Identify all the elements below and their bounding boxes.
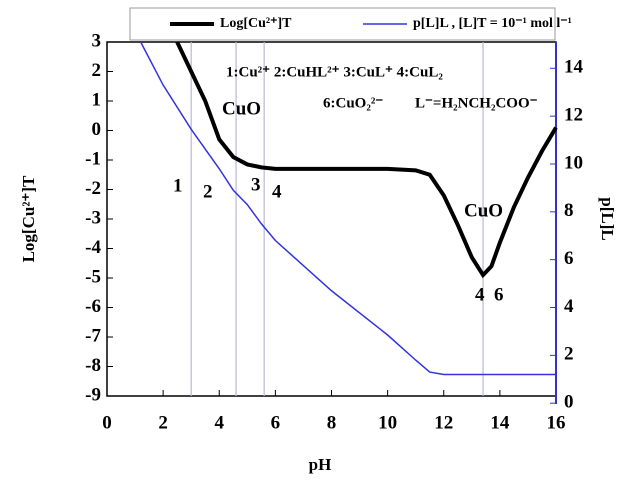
x-tick-label: 16	[547, 412, 566, 433]
y-axis-label: Log[Cu²⁺]T	[19, 175, 38, 262]
x-tick-label: 2	[158, 412, 168, 433]
annotation: 4	[475, 284, 485, 305]
y2-tick-label: 0	[564, 392, 574, 413]
annotation: 6:CuO₂²⁻	[323, 95, 383, 111]
y-tick-label: 1	[92, 89, 102, 110]
y-tick-label: -3	[85, 207, 101, 228]
series-line	[175, 41, 558, 279]
y2-tick-label: 2	[564, 344, 574, 365]
annotation: 1	[173, 175, 183, 196]
y-tick-label: -2	[85, 178, 101, 199]
y2-tick-label: 10	[564, 152, 583, 173]
y-tick-label: -9	[85, 384, 101, 405]
y-tick-label: 2	[92, 60, 102, 81]
x-tick-label: 14	[490, 412, 510, 433]
x-tick-label: 6	[271, 412, 281, 433]
y2-tick-label: 8	[564, 200, 574, 221]
y-tick-label: -5	[85, 266, 101, 287]
legend-label: Log[Cu²⁺]T	[220, 16, 292, 31]
y2-tick-label: 14	[564, 57, 584, 78]
y2-axis-label: p[L]L	[598, 197, 617, 240]
x-tick-label: 8	[327, 412, 337, 433]
y-tick-label: -6	[85, 296, 101, 317]
x-tick-label: 0	[102, 412, 112, 433]
y-tick-label: -1	[85, 148, 101, 169]
annotation: 3	[251, 174, 261, 195]
annotation: 1:Cu²⁺ 2:CuHL²⁺ 3:CuL⁺ 4:CuL₂	[226, 64, 443, 80]
y2-tick-label: 6	[564, 248, 574, 269]
x-tick-label: 12	[434, 412, 453, 433]
series-line	[140, 41, 556, 376]
legend-label: p[L]L , [L]T = 10⁻¹ mol l⁻¹	[413, 16, 572, 31]
x-axis-label: pH	[309, 455, 332, 474]
y-tick-label: 3	[92, 30, 102, 51]
y-tick-label: -8	[85, 355, 101, 376]
y2-tick-label: 4	[564, 296, 574, 317]
annotation: CuO	[464, 200, 503, 221]
y-tick-label: -4	[85, 237, 101, 258]
y-tick-label: -7	[85, 325, 101, 346]
y2-tick-label: 12	[564, 105, 583, 126]
annotation: L⁻=H₂NCH₂COO⁻	[415, 95, 538, 111]
annotation: 2	[203, 181, 213, 202]
annotation: CuO	[222, 98, 261, 119]
annotation: 4	[272, 181, 282, 202]
annotation: 6	[494, 284, 504, 305]
x-tick-label: 4	[215, 412, 225, 433]
y-tick-label: 0	[92, 119, 102, 140]
x-tick-label: 10	[378, 412, 397, 433]
